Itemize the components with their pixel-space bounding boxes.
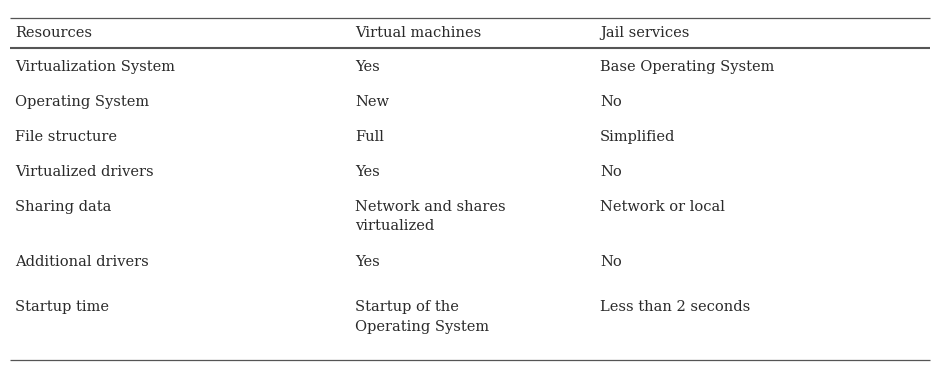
Text: Startup time: Startup time [15, 300, 109, 314]
Text: Sharing data: Sharing data [15, 200, 111, 214]
Text: Operating System: Operating System [15, 95, 149, 109]
Text: No: No [600, 95, 621, 109]
Text: Full: Full [355, 130, 384, 144]
Text: Yes: Yes [355, 60, 380, 74]
Text: Startup of the
Operating System: Startup of the Operating System [355, 300, 489, 333]
Text: Additional drivers: Additional drivers [15, 255, 149, 269]
Text: New: New [355, 95, 389, 109]
Text: Simplified: Simplified [600, 130, 675, 144]
Text: Virtual machines: Virtual machines [355, 26, 481, 40]
Text: Yes: Yes [355, 255, 380, 269]
Text: Network and shares
virtualized: Network and shares virtualized [355, 200, 506, 234]
Text: Jail services: Jail services [600, 26, 689, 40]
Text: Base Operating System: Base Operating System [600, 60, 775, 74]
Text: Resources: Resources [15, 26, 92, 40]
Text: Virtualized drivers: Virtualized drivers [15, 165, 153, 179]
Text: Yes: Yes [355, 165, 380, 179]
Text: Virtualization System: Virtualization System [15, 60, 175, 74]
Text: Less than 2 seconds: Less than 2 seconds [600, 300, 750, 314]
Text: No: No [600, 165, 621, 179]
Text: No: No [600, 255, 621, 269]
Text: Network or local: Network or local [600, 200, 725, 214]
Text: File structure: File structure [15, 130, 117, 144]
